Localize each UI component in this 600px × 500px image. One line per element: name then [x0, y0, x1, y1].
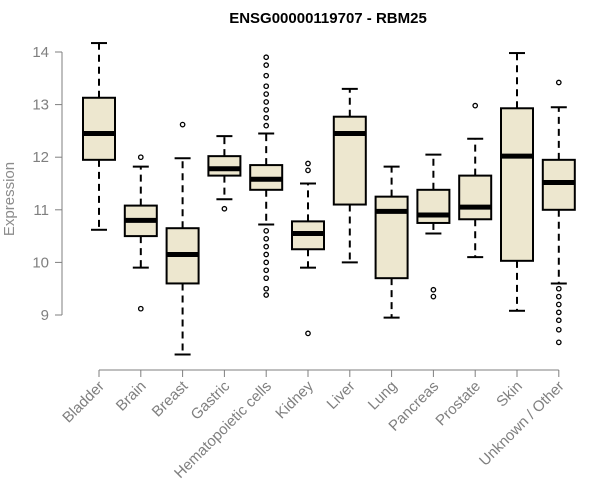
outlier-point — [555, 339, 562, 346]
outlier-point — [555, 301, 562, 308]
box-group — [291, 160, 325, 337]
box-group — [249, 54, 284, 298]
axes: 9 10 11 12 13 14 — [32, 44, 560, 377]
outlier-point — [555, 285, 562, 292]
outlier-point — [430, 293, 437, 300]
box-group — [416, 153, 451, 300]
box-group — [82, 42, 116, 231]
box-group — [500, 52, 534, 312]
outlier-point — [263, 259, 270, 266]
x-tick-label: Kidney — [272, 377, 317, 422]
outlier-point — [305, 330, 311, 337]
x-tick-label: Prostate — [432, 378, 484, 430]
y-tick-label: 11 — [33, 202, 49, 219]
x-tick-label: Bladder — [59, 378, 108, 427]
outlier-point — [263, 275, 270, 282]
box-group — [541, 79, 576, 346]
outlier-point — [263, 251, 270, 258]
outlier-point — [263, 99, 270, 105]
outlier-point — [430, 286, 437, 293]
outlier-point — [263, 62, 270, 69]
outlier-point — [555, 309, 562, 316]
outlier-point — [263, 243, 270, 250]
outlier-point — [263, 292, 270, 298]
outlier-point — [137, 154, 144, 161]
outlier-point — [263, 285, 270, 292]
y-tick-label: 13 — [32, 97, 49, 114]
box-group — [374, 165, 409, 319]
outlier-point — [263, 114, 270, 121]
outlier-point — [263, 122, 270, 129]
y-tick-label: 10 — [32, 254, 49, 271]
outlier-point — [263, 235, 270, 242]
outlier-point — [472, 102, 479, 109]
box-iqr — [82, 96, 116, 161]
chart-title: ENSG00000119707 - RBM25 — [229, 10, 427, 27]
box-group — [123, 154, 158, 312]
boxes — [82, 42, 576, 356]
box-group — [332, 87, 367, 264]
box-iqr — [207, 155, 242, 177]
outlier-point — [179, 121, 186, 128]
outlier-point — [555, 317, 562, 324]
y-axis-label: Expression — [1, 162, 18, 236]
y-tick-label: 12 — [32, 149, 49, 166]
box-group — [458, 102, 493, 259]
outlier-point — [221, 205, 228, 212]
x-tick-label: Skin — [493, 378, 526, 411]
outlier-point — [263, 267, 270, 274]
outlier-point — [305, 167, 311, 174]
outlier-point — [305, 160, 311, 167]
outlier-point — [263, 72, 270, 79]
x-tick-label: Lung — [365, 378, 401, 414]
box-iqr — [416, 188, 451, 224]
y-tick-label: 14 — [32, 44, 49, 61]
box-group — [207, 135, 242, 212]
x-tick-label: Liver — [324, 378, 359, 413]
outlier-point — [137, 305, 144, 312]
box-iqr — [500, 107, 534, 262]
outlier-point — [263, 83, 270, 90]
box-iqr — [332, 115, 367, 206]
x-tick-label: Breast — [149, 377, 192, 420]
outlier-point — [263, 54, 270, 61]
outlier-point — [263, 91, 270, 97]
y-tick-label: 9 — [41, 307, 49, 324]
x-tick-label: Brain — [113, 378, 150, 415]
outlier-point — [555, 293, 562, 300]
outlier-point — [555, 79, 562, 86]
box-iqr — [458, 174, 493, 221]
outlier-point — [263, 107, 270, 113]
outlier-point — [263, 227, 270, 234]
outlier-point — [555, 326, 562, 333]
box-group — [165, 121, 200, 356]
